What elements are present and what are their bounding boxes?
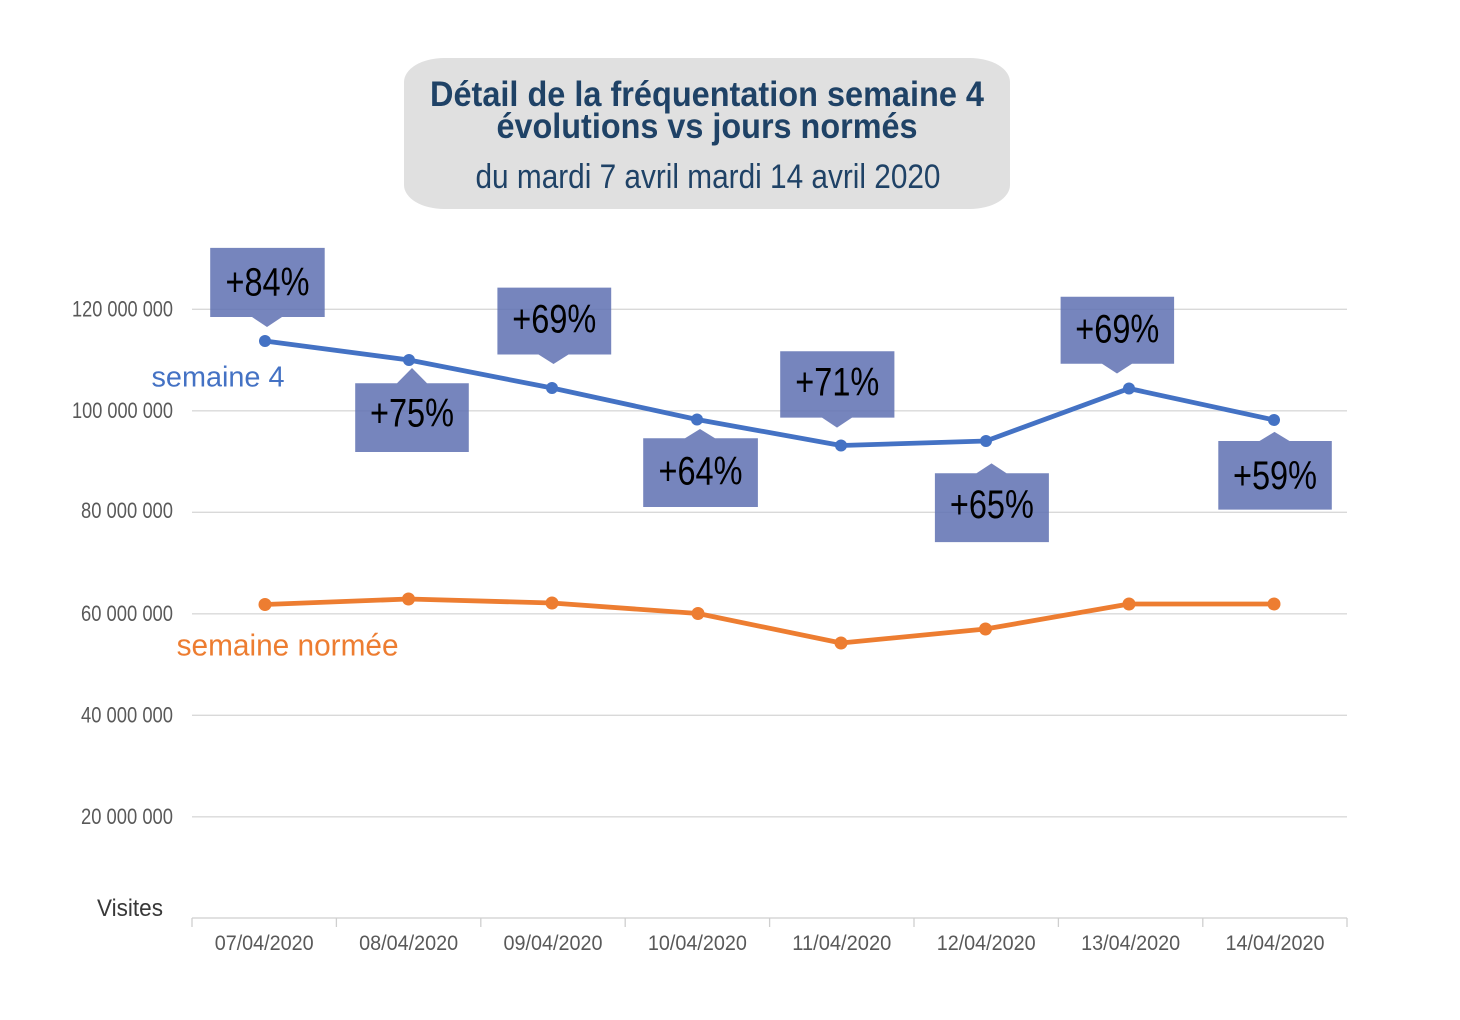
svg-text:+69%: +69% [512, 298, 596, 342]
svg-text:+65%: +65% [950, 483, 1034, 527]
svg-text:+59%: +59% [1233, 454, 1317, 498]
svg-text:80 000 000: 80 000 000 [81, 498, 173, 523]
svg-text:12/04/2020: 12/04/2020 [937, 932, 1036, 955]
svg-text:+71%: +71% [795, 361, 879, 405]
svg-text:+69%: +69% [1075, 308, 1159, 352]
svg-text:+84%: +84% [226, 261, 310, 305]
svg-text:08/04/2020: 08/04/2020 [359, 932, 458, 955]
svg-text:semaine 4: semaine 4 [152, 362, 285, 394]
svg-text:120 000 000: 120 000 000 [72, 297, 173, 322]
svg-text:Détail de la fréquentation sem: Détail de la fréquentation semaine 4 [430, 74, 984, 114]
svg-text:07/04/2020: 07/04/2020 [215, 932, 314, 955]
svg-text:40 000 000: 40 000 000 [81, 703, 173, 728]
svg-text:+75%: +75% [370, 392, 454, 436]
svg-text:du mardi 7 avril mardi 14 avri: du mardi 7 avril mardi 14 avril 2020 [476, 158, 941, 196]
svg-text:13/04/2020: 13/04/2020 [1081, 932, 1180, 955]
svg-text:20 000 000: 20 000 000 [81, 804, 173, 829]
svg-text:semaine normée: semaine normée [177, 628, 399, 663]
svg-text:11/04/2020: 11/04/2020 [792, 932, 891, 955]
svg-text:Visites: Visites [97, 895, 163, 922]
svg-text:10/04/2020: 10/04/2020 [648, 932, 747, 955]
svg-text:100 000 000: 100 000 000 [72, 398, 173, 423]
svg-text:14/04/2020: 14/04/2020 [1226, 932, 1325, 955]
svg-text:évolutions vs jours normés: évolutions vs jours normés [497, 106, 918, 146]
svg-text:+64%: +64% [659, 450, 743, 494]
svg-text:09/04/2020: 09/04/2020 [504, 932, 603, 955]
svg-text:60 000 000: 60 000 000 [81, 601, 173, 626]
